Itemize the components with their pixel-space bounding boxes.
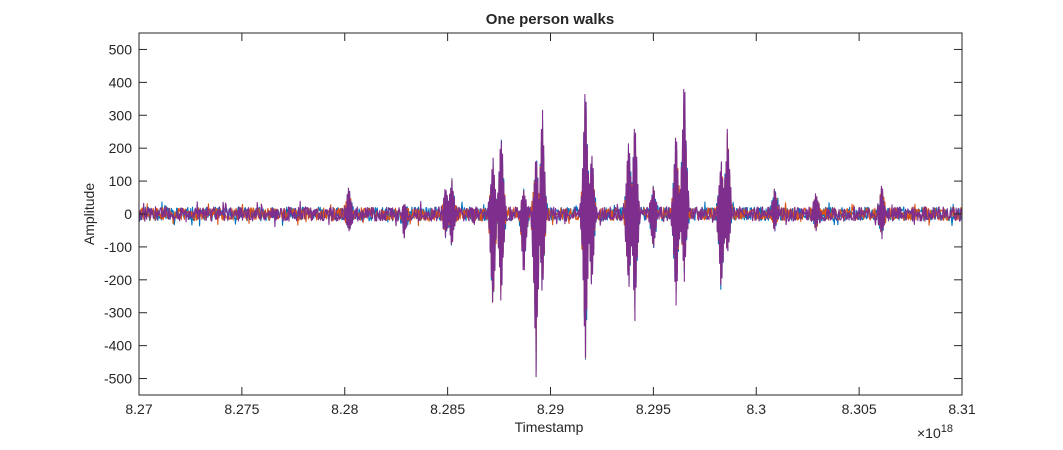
series-line-purple: [139, 88, 962, 378]
x-axis-label: Timestamp: [515, 419, 584, 435]
x-axis-multiplier: ×10: [917, 425, 941, 441]
chart-title: One person walks: [486, 11, 614, 28]
x-tick-label: 8.305: [842, 401, 877, 417]
y-tick-label: 300: [109, 107, 133, 123]
plot-area: [138, 32, 963, 396]
y-tick-label: 400: [109, 74, 133, 90]
y-tick-label: 0: [124, 206, 132, 222]
x-tick-label: 8.285: [430, 401, 465, 417]
x-axis-exponent: ×1018: [917, 423, 953, 441]
y-tick-label: -400: [104, 338, 132, 354]
y-tick-label: -100: [104, 239, 132, 255]
x-tick-label: 8.295: [636, 401, 671, 417]
y-tick-label: 500: [109, 41, 133, 57]
x-tick-label: 8.27: [125, 401, 152, 417]
x-tick-label: 8.3: [747, 401, 767, 417]
y-axis-label: Amplitude: [81, 183, 97, 245]
y-tick-label: -200: [104, 272, 132, 288]
y-tick-label: 100: [109, 173, 133, 189]
x-tick-label: 8.31: [948, 401, 975, 417]
x-axis: 8.27 8.275 8.28 8.285 8.29 8.295 8.3 8.305 8.31: [125, 33, 976, 417]
x-tick-label: 8.29: [537, 401, 564, 417]
y-tick-label: -500: [104, 371, 132, 387]
x-axis-exponent-power: 18: [941, 423, 953, 435]
y-axis: -500 -400 -300 -200 -100 0 100 200 300 400 500: [104, 41, 962, 387]
series-layer: [139, 88, 962, 378]
x-tick-label: 8.28: [331, 401, 358, 417]
y-tick-label: 200: [109, 140, 133, 156]
x-tick-label: 8.275: [224, 401, 259, 417]
y-tick-label: -300: [104, 305, 132, 321]
